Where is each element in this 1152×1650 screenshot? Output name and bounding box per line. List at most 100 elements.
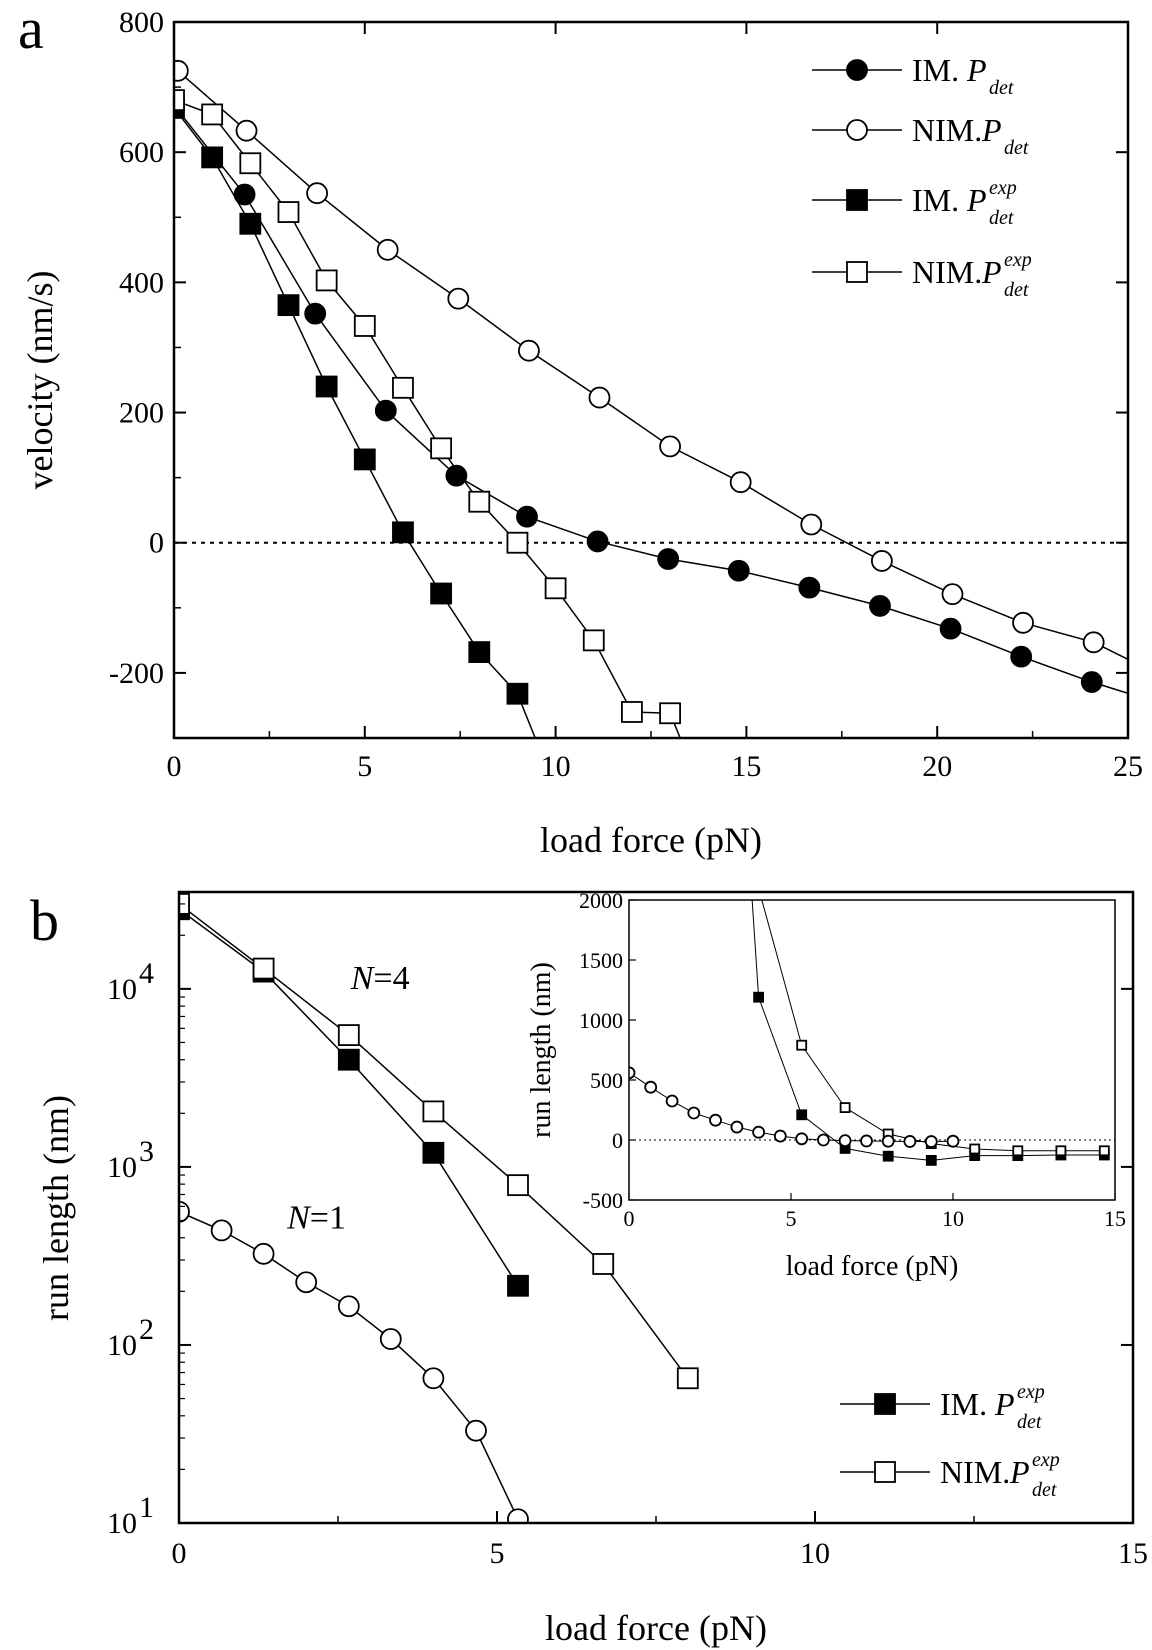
panel-b-point-1-1 [252, 957, 275, 980]
inset-point-2-15 [946, 1134, 960, 1148]
inset-xtick-label-0: 0 [624, 1206, 635, 1231]
inset-point-2-10 [838, 1134, 852, 1147]
panel-a-point-1-8 [729, 471, 752, 494]
panel-a-point-0-13 [1080, 671, 1103, 693]
panel-b-point-2-2 [252, 1242, 275, 1265]
panel-b-ytick-base-1: 10 [107, 1329, 137, 1362]
inset-point-0-1 [753, 991, 764, 1003]
panel-a-series-3 [174, 89, 682, 738]
panel-b-xtick-label-0: 0 [172, 1537, 187, 1570]
panel-b-point-2-4 [337, 1295, 360, 1318]
panel-a-point-3-13 [659, 702, 681, 725]
panel-a-ytick-label-0: -200 [109, 657, 164, 690]
inset-point-2-7 [773, 1129, 787, 1143]
inset-ytick-label-2: 500 [590, 1068, 623, 1093]
panel-a-point-2-8 [468, 641, 491, 663]
panel-b-legend-marker-0 [874, 1393, 896, 1415]
panel-a-point-1-2 [306, 182, 329, 205]
inset-point-2-0 [629, 1066, 636, 1080]
panel-a-point-0-3 [374, 399, 397, 422]
panel-a-label: a [18, 0, 44, 61]
inset-xtick-label-1: 5 [786, 1206, 797, 1231]
panel-a-legend-sub-1: det [1004, 137, 1029, 159]
panel-a-point-0-6 [586, 530, 609, 553]
panel-a-point-1-3 [376, 238, 399, 261]
panel-b-legend-name-1: NIM. [940, 1454, 1010, 1490]
panel-a-point-3-3 [277, 201, 300, 223]
panel-a-point-2-3 [277, 294, 300, 317]
panel-b-ytick-base-3: 10 [107, 973, 137, 1006]
panel-b-point-1-3 [422, 1100, 445, 1123]
panel-a-legend-sub-3: det [1004, 279, 1029, 301]
panel-b-annotation-value-0: =4 [373, 960, 409, 997]
panel-b-annotation-symbol-0: N [350, 960, 376, 997]
panel-a-ytick-label-2: 200 [119, 397, 164, 430]
panel-a-legend-name-3: NIM. [912, 254, 982, 290]
panel-a-point-2-5 [353, 448, 376, 471]
panel-a-point-0-12 [1010, 645, 1033, 668]
panel-a-point-0-8 [727, 559, 750, 582]
panel-b-annotation-value-1: =1 [310, 1200, 346, 1237]
panel-b-point-0-2 [337, 1048, 360, 1071]
panel-a-point-1-12 [1012, 611, 1034, 634]
panel-a-series-1 [174, 59, 1128, 661]
panel-b-point-2-6 [422, 1367, 445, 1390]
panel-a-legend-symbol-1: P [981, 112, 1002, 148]
inset-series [629, 900, 1110, 1166]
panel-b-point-1-2 [337, 1024, 360, 1046]
panel-a-series-0 [174, 94, 1128, 695]
panel-a-point-0-5 [516, 505, 538, 528]
panel-b-ytick-base-2: 10 [107, 1151, 137, 1184]
panel-a-point-2-2 [239, 212, 262, 235]
panel-a-x-axis-label: load force (pN) [540, 820, 762, 860]
panel-a-point-1-11 [941, 583, 964, 606]
panel-b-legend-sub-1: det [1032, 1479, 1057, 1501]
panel-b-annotation-symbol-1: N [286, 1200, 312, 1237]
panel-b-point-2-3 [295, 1271, 318, 1294]
panel-b-point-1-6 [676, 1367, 699, 1390]
panel-a-legend-symbol-3: P [981, 254, 1002, 290]
panel-a-point-3-7 [430, 437, 453, 460]
panel-b-ytick-exponent-3: 4 [139, 957, 154, 990]
inset-point-0-4 [882, 1150, 894, 1162]
panel-a-legend-sup-2: exp [989, 177, 1017, 199]
inset-point-2-4 [709, 1113, 722, 1127]
inset-ytick-label-5: 2000 [579, 888, 623, 913]
panel-b-series-2 [179, 1200, 529, 1523]
panel-b-y-axis-label: run length (nm) [36, 1095, 76, 1321]
panel-a-series-line-1 [177, 70, 1128, 661]
inset-xtick-label-3: 15 [1104, 1206, 1126, 1231]
panel-a-point-1-1 [235, 119, 258, 142]
inset-series-line-0 [751, 900, 1105, 1161]
panel-a-point-1-4 [447, 287, 470, 310]
panel-b-ytick-exponent-2: 3 [139, 1135, 154, 1168]
panel-a-point-3-9 [506, 531, 529, 554]
inset-point-2-5 [730, 1120, 744, 1134]
inset-point-1-2 [839, 1102, 851, 1113]
panel-b-series [179, 893, 699, 1523]
panel-b-legend-sup-0: exp [1017, 1381, 1045, 1403]
inset-point-2-2 [665, 1094, 679, 1108]
panel-a-point-3-2 [239, 152, 262, 175]
panel-a-point-1-5 [517, 339, 540, 362]
panel-a-point-0-1 [233, 183, 256, 206]
panel-b-x-axis-label: load force (pN) [545, 1608, 767, 1648]
panel-a-point-3-10 [544, 577, 567, 600]
panel-b-xtick-label-1: 5 [490, 1537, 505, 1570]
panel-b-ytick-exponent-0: 1 [139, 1491, 154, 1524]
inset-y-axis-label: run length (nm) [526, 962, 557, 1138]
inset-point-1-6 [1012, 1145, 1024, 1157]
panel-a-point-3-1 [201, 103, 224, 126]
panel-b-xtick-label-3: 15 [1118, 1537, 1148, 1570]
panel-a-point-1-6 [588, 386, 611, 409]
panel-a-point-1-13 [1082, 631, 1105, 654]
panel-a-legend-marker-3 [846, 261, 868, 283]
panel-a-xtick-label-4: 20 [922, 750, 952, 783]
panel-a-point-1-10 [870, 550, 893, 572]
inset-point-0-5 [925, 1155, 937, 1166]
panel-b-legend-marker-1 [874, 1461, 896, 1483]
